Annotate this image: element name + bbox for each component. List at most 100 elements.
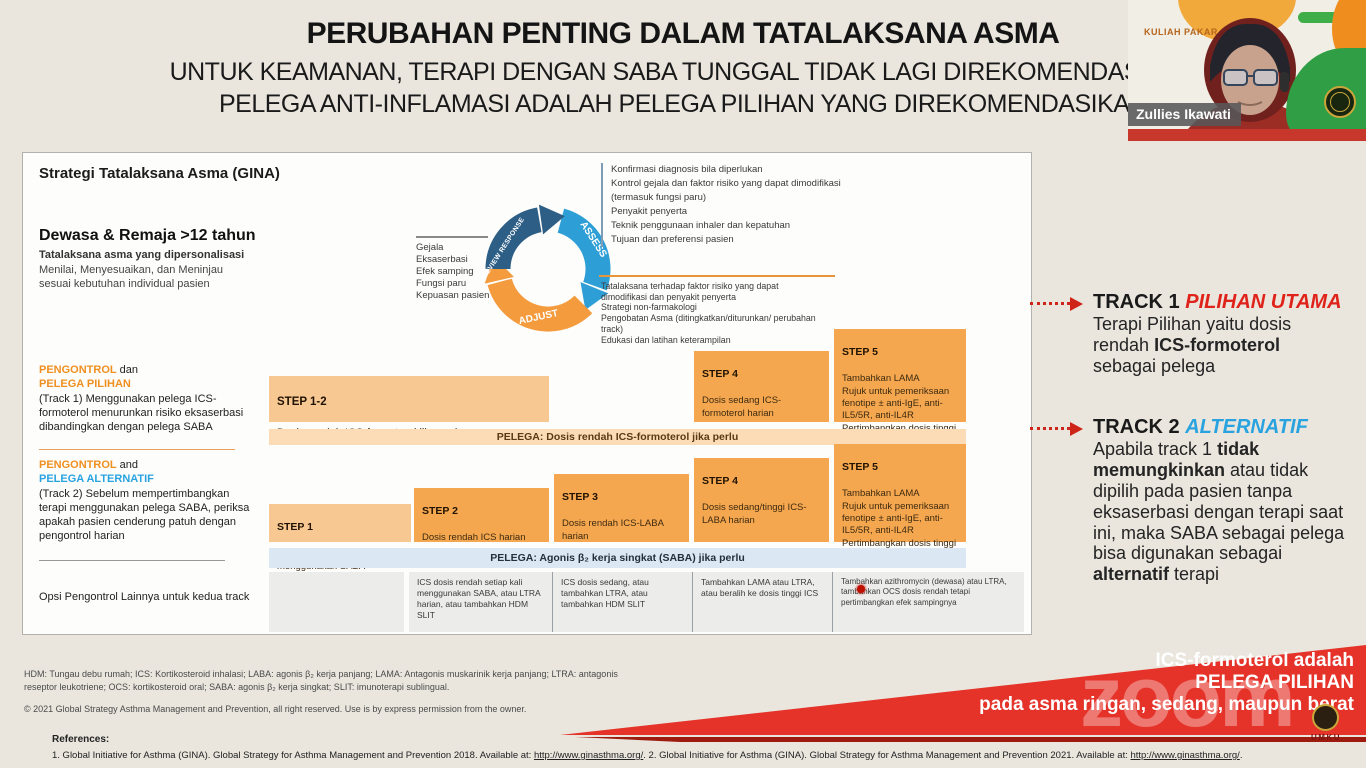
assess-note: Penyakit penyerta: [611, 206, 688, 218]
references-heading: References:: [52, 734, 110, 745]
track2-step-2: STEP 2 Dosis rendah ICS harian: [414, 488, 549, 544]
assess-note: Tujuan dan preferensi pasien: [611, 234, 734, 246]
event-title-label: KULIAH PAKAR: [1144, 27, 1218, 37]
track1-step-1-2: STEP 1-2 Dosis rendah ICS-formoterol jik…: [269, 376, 549, 439]
review-note: Kepuasan pasien: [416, 289, 490, 301]
population-title: Dewasa & Remaja >12 tahun: [39, 227, 256, 244]
track2-pointer-arrow: [1030, 422, 1086, 436]
adjust-notes: Tatalaksana terhadap faktor risiko yang …: [601, 281, 826, 345]
step-title: STEP 5: [842, 346, 878, 359]
review-note: Gejala: [416, 242, 444, 253]
step-title: STEP 2: [422, 505, 458, 518]
text-segment: Apabila track 1: [1093, 439, 1218, 459]
track2-controller-heading: PENGONTROL and PELEGA ALTERNATIF: [39, 458, 257, 487]
pelega-pilihan-label: PELEGA PILIHAN: [39, 378, 131, 391]
text-segment: terapi: [1169, 564, 1220, 585]
track1-annotation-body: Terapi Pilihan yaitu dosis rendah ICS-fo…: [1093, 314, 1343, 377]
review-note: Fungsi paru: [416, 277, 467, 289]
review-connector-line: [416, 236, 488, 238]
track2-label: TRACK 2: [1093, 416, 1180, 438]
track1-annotation: TRACK 1 PILIHAN UTAMA Terapi Pilihan yai…: [1093, 291, 1363, 377]
track2-step-5: STEP 5 Tambahkan LAMA Rujuk untuk pemeri…: [834, 444, 966, 561]
reference-text: .: [1239, 750, 1243, 761]
step-title: STEP 5: [842, 461, 878, 474]
adjust-connector-line: [599, 275, 835, 277]
other-options-cell: Tambahkan LAMA atau LTRA, atau beralih k…: [692, 572, 832, 632]
pengontrol-label: PENGONTROL: [39, 364, 117, 376]
track2-annotation-heading: TRACK 2 ALTERNATIF: [1093, 416, 1365, 439]
population-sub1: Tatalaksana asma yang dipersonalisasi: [39, 249, 245, 261]
assess-note: Teknik penggunaan inhaler dan kepatuhan: [611, 220, 791, 232]
gray-divider: [39, 560, 225, 561]
other-options-cell: ICS dosis sedang, atau tambahkan LTRA, a…: [552, 572, 692, 632]
university-badge-icon: [1324, 86, 1356, 118]
assess-note: Konfirmasi diagnosis bila diperlukan: [611, 164, 763, 175]
webcam-bottom-strip: [1128, 129, 1366, 141]
other-options-cell: ICS dosis rendah setiap kali menggunakan…: [417, 577, 541, 621]
headset-icon: [1280, 72, 1289, 92]
track1-controller-heading: PENGONTROL dan PELEGA PILIHAN: [39, 363, 257, 392]
track2-reliever-bar: PELEGA: Agonis β₂ kerja singkat (SABA) j…: [269, 548, 966, 568]
reference-link[interactable]: http://www.ginasthma.org/: [533, 750, 644, 761]
adjust-note: Edukasi dan latihan keterampilan: [601, 334, 731, 345]
step-title: STEP 1: [277, 521, 313, 534]
webcam-video-tile: KULIAH PAKAR Zullies Ikawati: [1128, 0, 1366, 129]
review-arrowhead: [538, 204, 565, 235]
glasses-right-lens: [1253, 69, 1278, 86]
step-title: STEP 3: [562, 491, 598, 504]
orange-divider: [39, 449, 235, 450]
review-note: Eksaserbasi: [416, 253, 468, 265]
track1-pointer-arrow: [1030, 297, 1086, 311]
reference-link[interactable]: http://www.ginasthma.org/: [1130, 750, 1240, 761]
gina-heading: Strategi Tatalaksana Asma (GINA): [39, 165, 280, 182]
adjust-note: Strategi non-farmakologi: [601, 302, 697, 313]
assess-notes: Konfirmasi diagnosis bila diperlukan Kon…: [601, 163, 849, 248]
adjust-note: Tatalaksana terhadap faktor risiko yang …: [601, 281, 779, 302]
track2-step-4: STEP 4 Dosis sedang/tinggi ICS-LABA hari…: [694, 458, 829, 542]
and-label: and: [116, 459, 139, 471]
reference-text: 1. Global Initiative for Asthma (GINA). …: [52, 750, 534, 761]
pilihan-utama-label: PILIHAN UTAMA: [1185, 291, 1342, 313]
other-options-cell-empty: [269, 572, 404, 632]
presenter-face: [1221, 45, 1279, 115]
step-title: STEP 1-2: [277, 396, 327, 409]
step-title: STEP 4: [702, 368, 738, 381]
track2-controller-note: PENGONTROL and PELEGA ALTERNATIF (Track …: [39, 458, 257, 544]
assess-arrow: [557, 208, 611, 291]
text-segment-bold: ICS-formoterol: [1154, 334, 1281, 355]
abbreviations-footnote: HDM: Tungau debu rumah; ICS: Kortikoster…: [24, 669, 618, 693]
text-segment: Terapi Pilihan yaitu dosis rendah: [1093, 314, 1292, 355]
arrowhead-icon: [1070, 297, 1083, 311]
adjust-note: Pengobatan Asma (ditingkatkan/diturunkan…: [601, 313, 816, 334]
adjust-arrow: [487, 278, 593, 332]
banner-line1: ICS-formoterol adalah: [1155, 650, 1354, 671]
other-options-cell: Tambahkan azithromycin (dewasa) atau LTR…: [832, 572, 1024, 632]
track1-annotation-heading: TRACK 1 PILIHAN UTAMA: [1093, 291, 1363, 314]
step-title: STEP 4: [702, 475, 738, 488]
step-body: Dosis rendah ICS harian: [422, 532, 526, 544]
text-segment-bold: alternatif: [1093, 564, 1170, 585]
pelega-alternatif-label: PELEGA ALTERNATIF: [39, 473, 154, 486]
step-body: Dosis rendah ICS-LABA harian: [562, 518, 664, 542]
dan-label: dan: [116, 364, 139, 376]
reference-text: . 2. Global Initiative for Asthma (GINA)…: [643, 750, 1131, 761]
other-controller-options-label: Opsi Pengontrol Lainnya untuk kedua trac…: [39, 591, 250, 603]
step-body: Dosis sedang ICS-formoterol harian: [702, 395, 782, 419]
track1-step-4: STEP 4 Dosis sedang ICS-formoterol haria…: [694, 351, 829, 422]
track2-annotation-body: Apabila track 1 tidak memungkinkan atau …: [1093, 439, 1355, 585]
pengontrol-label: PENGONTROL: [39, 459, 117, 471]
text-segment-bold: tidak memungkinkan: [1093, 439, 1260, 480]
review-note: Efek samping: [416, 265, 474, 277]
text-segment: sebagai pelega: [1093, 355, 1216, 376]
umku-logo-label: UMKU: [1311, 733, 1341, 742]
other-options-row: ICS dosis rendah setiap kali menggunakan…: [409, 572, 1024, 632]
track1-label: TRACK 1: [1093, 291, 1180, 313]
step-body: Dosis sedang/tinggi ICS-LABA harian: [702, 502, 807, 526]
arrowhead-icon: [1070, 422, 1083, 436]
track1-controller-body: (Track 1) Menggunakan pelega ICS-formote…: [39, 392, 244, 434]
track1-controller-note: PENGONTROL dan PELEGA PILIHAN (Track 1) …: [39, 363, 257, 434]
gina-strategy-panel: Strategi Tatalaksana Asma (GINA) Dewasa …: [22, 152, 1032, 635]
page-subtitle-1: UNTUK KEAMANAN, TERAPI DENGAN SABA TUNGG…: [169, 58, 1197, 86]
zoom-watermark: zoom: [1080, 649, 1296, 745]
